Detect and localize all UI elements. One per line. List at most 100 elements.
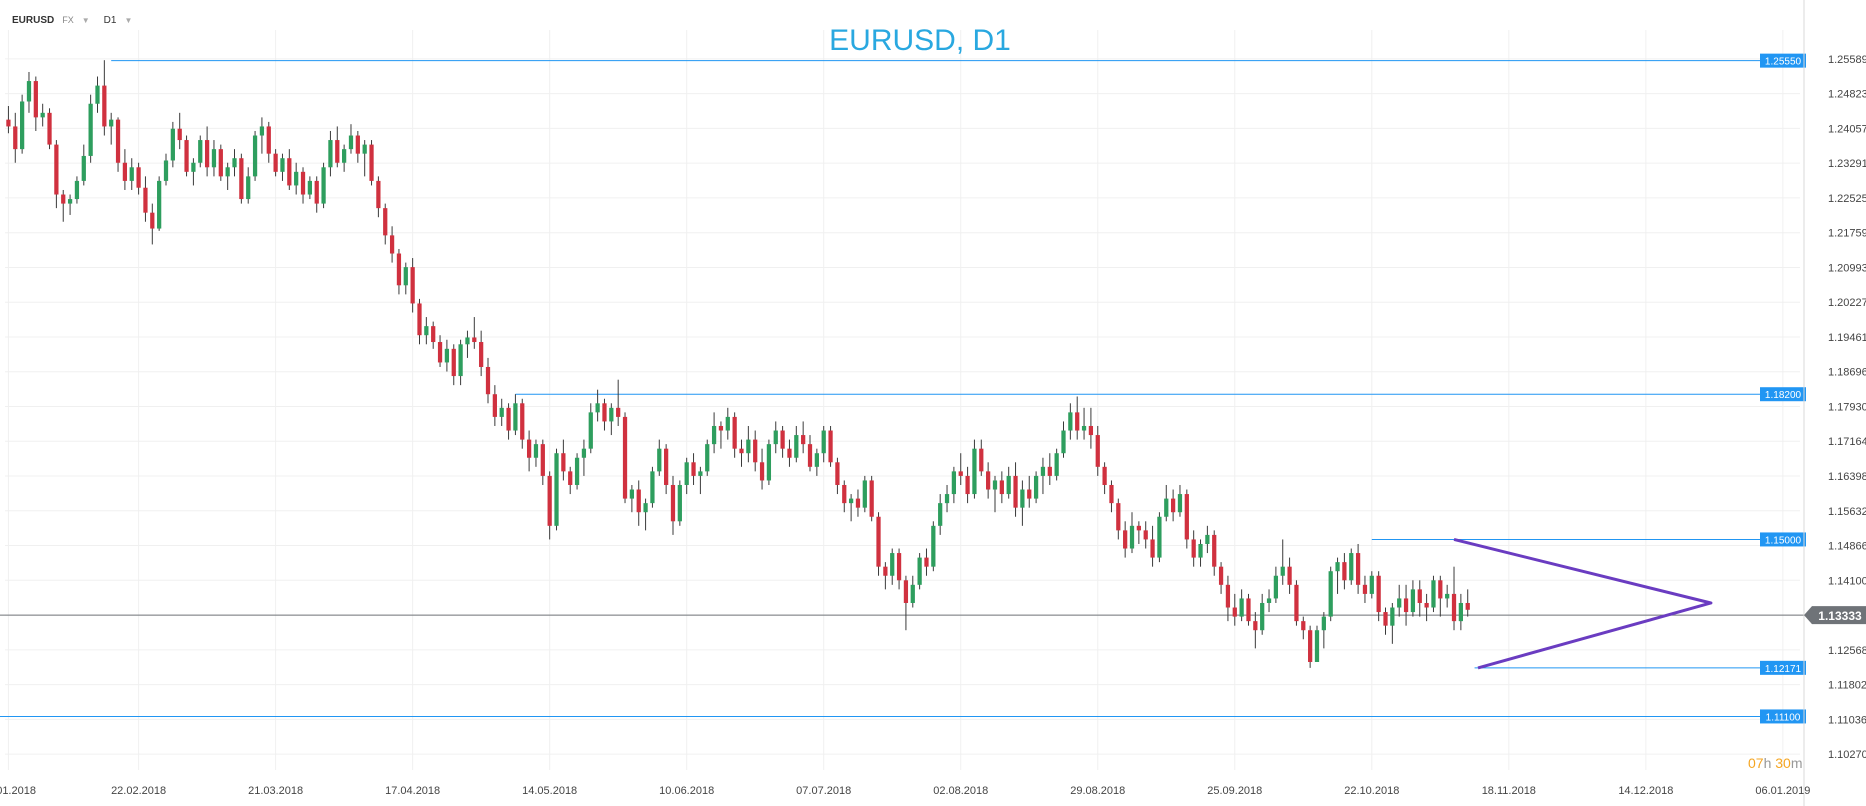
- candle-up: [1081, 425, 1087, 431]
- candle-up: [1314, 630, 1320, 662]
- candle-up: [1266, 598, 1272, 603]
- candle-up: [588, 412, 593, 449]
- candle-down: [622, 416, 628, 499]
- candle-up: [890, 553, 895, 576]
- candle-up: [294, 171, 299, 186]
- chevron-down-icon[interactable]: ▼: [81, 15, 90, 25]
- candle-down: [33, 81, 38, 118]
- x-tick-label: 06.01.2019: [1755, 785, 1810, 797]
- candle-down: [636, 489, 641, 513]
- candle-down: [1253, 621, 1258, 631]
- candle-down: [1362, 584, 1368, 594]
- candle-down: [273, 153, 278, 172]
- symbol-selector[interactable]: EURUSD: [12, 14, 55, 26]
- candle-down: [218, 149, 223, 177]
- candle-down: [479, 342, 484, 367]
- chart-title: EURUSD, D1: [829, 24, 1011, 57]
- candle-up: [20, 101, 25, 150]
- candle-down: [1342, 562, 1347, 581]
- triangle-pattern[interactable]: [1453, 537, 1713, 670]
- chart-grid: [5, 30, 1800, 770]
- candle-up: [1280, 566, 1285, 576]
- timeframe-selector[interactable]: D1: [103, 14, 117, 26]
- x-tick-label: 22.02.2018: [111, 785, 166, 797]
- candle-down: [1301, 621, 1306, 631]
- candle-up: [1006, 475, 1011, 495]
- candle-up: [157, 180, 162, 229]
- candle-up: [1164, 498, 1169, 517]
- candle-down: [732, 416, 737, 449]
- candle-up: [1033, 475, 1039, 499]
- candle-up: [232, 158, 237, 168]
- y-tick-label: 1.11036: [1828, 714, 1866, 726]
- x-tick-label: 07.07.2018: [796, 785, 851, 797]
- candle-down: [807, 444, 813, 467]
- candle-up: [513, 403, 518, 431]
- y-tick-label: 1.24057: [1828, 123, 1866, 135]
- x-tick-label: 18.11.2018: [1482, 785, 1536, 797]
- time-axis[interactable]: 27.01.2018 22.02.2018 21.03.2018 17.04.2018…: [0, 785, 1810, 797]
- candle-up: [1335, 562, 1340, 572]
- y-tick-label: 1.24823: [1828, 89, 1866, 101]
- candle-up: [1054, 453, 1059, 476]
- candle-down: [143, 187, 148, 213]
- candle-down: [855, 498, 861, 508]
- candle-down: [1294, 584, 1299, 622]
- candle-up: [1157, 516, 1162, 558]
- candle-up: [698, 471, 703, 476]
- candle-up: [992, 480, 998, 490]
- y-tick-label: 1.19461: [1828, 332, 1866, 344]
- candle-down: [369, 144, 374, 181]
- candle-up: [1445, 593, 1450, 599]
- candle-down: [561, 453, 566, 472]
- y-tick-label: 1.11802: [1828, 680, 1866, 692]
- candle-up: [944, 494, 950, 504]
- candle-down: [492, 394, 497, 417]
- countdown-minutes-unit: m: [1790, 755, 1803, 771]
- candle-down: [54, 144, 59, 195]
- candle-up: [74, 180, 80, 200]
- candle-up: [705, 444, 710, 472]
- candle-down: [335, 140, 340, 163]
- candle-down: [184, 140, 189, 172]
- candle-up: [1239, 598, 1244, 617]
- price-axis[interactable]: 1.25589 1.24823 1.24057 1.23291 1.22525 1.217…: [1803, 0, 1866, 806]
- market-selector[interactable]: FX: [62, 15, 74, 25]
- candle-down: [1287, 566, 1292, 585]
- candle-up: [211, 149, 217, 168]
- x-tick-label: 25.09.2018: [1207, 785, 1262, 797]
- current-price-label: 1.13333: [1818, 609, 1862, 623]
- candle-down: [1465, 602, 1470, 610]
- candle-up: [643, 503, 648, 513]
- candle-down: [903, 580, 909, 603]
- candle-down: [1191, 539, 1196, 558]
- candle-up: [403, 267, 408, 286]
- candle-down: [410, 267, 415, 304]
- candle-down: [780, 430, 785, 449]
- candle-down: [1308, 630, 1313, 662]
- x-tick-label: 27.01.2018: [0, 785, 36, 797]
- level-tag-label: 1.25550: [1765, 57, 1802, 68]
- candle-up: [711, 425, 717, 445]
- candle-down: [61, 194, 66, 204]
- y-tick-label: 1.23291: [1828, 158, 1866, 170]
- candle-up: [342, 149, 347, 163]
- candle-up: [629, 489, 635, 499]
- candle-down: [506, 407, 511, 431]
- candle-up: [1061, 430, 1066, 454]
- x-tick-label: 02.08.2018: [933, 785, 988, 797]
- candle-up: [533, 444, 539, 458]
- candle-up: [465, 337, 470, 345]
- candle-down: [1246, 598, 1251, 622]
- candle-up: [1321, 616, 1326, 631]
- candle-down: [739, 448, 744, 454]
- chevron-down-icon[interactable]: ▼: [124, 15, 133, 25]
- candle-up: [1369, 575, 1374, 594]
- candle-up: [1328, 571, 1333, 617]
- candle-down: [1232, 607, 1237, 617]
- candle-down: [1013, 475, 1018, 508]
- candle-down: [451, 348, 456, 377]
- candle-up: [910, 584, 915, 603]
- candle-up: [862, 480, 867, 508]
